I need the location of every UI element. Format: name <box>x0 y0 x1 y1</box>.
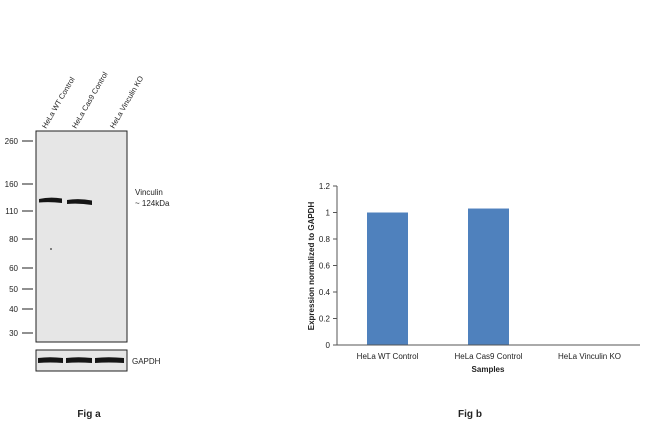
membrane-speck <box>50 248 52 250</box>
y-tick-label: 1.2 <box>319 182 331 191</box>
band-label-size: ~ 124kDa <box>135 199 170 208</box>
lane-label-3: HeLa Vinculin KO <box>108 74 145 130</box>
band-label-vinculin: Vinculin <box>135 188 163 197</box>
mw-label-50: 50 <box>9 285 18 294</box>
bar-1 <box>367 212 408 345</box>
x-tick-label-1: HeLa WT Control <box>357 352 419 361</box>
mw-label-80: 80 <box>9 235 18 244</box>
y-axis-ticks: 0 0.2 0.4 0.6 0.8 1 1.2 <box>319 182 337 350</box>
y-tick-label: 0.6 <box>319 262 331 271</box>
y-tick-label: 0.8 <box>319 235 331 244</box>
y-tick-label: 0.4 <box>319 288 331 297</box>
y-tick-label: 0.2 <box>319 315 331 324</box>
mw-markers: 260 160 110 80 60 50 40 30 <box>5 137 33 338</box>
bar-chart: 0 0.2 0.4 0.6 0.8 1 1.2 HeLa WT Control HeLa Ca… <box>307 182 640 420</box>
x-axis-label: Samples <box>472 365 505 374</box>
mw-label-30: 30 <box>9 329 18 338</box>
gapdh-band-lane-2 <box>66 357 92 363</box>
main-membrane <box>35 130 128 343</box>
y-axis-label: Expression normalized to GAPDH <box>307 202 316 331</box>
caption-fig-a: Fig a <box>77 409 101 420</box>
bars <box>367 208 509 345</box>
y-tick-label: 0 <box>326 341 331 350</box>
gapdh-band-lane-3 <box>95 357 124 363</box>
x-tick-label-2: HeLa Cas9 Control <box>454 352 522 361</box>
mw-label-40: 40 <box>9 305 18 314</box>
vinculin-band-lane-1 <box>39 197 62 203</box>
mw-label-110: 110 <box>5 207 18 216</box>
caption-fig-b: Fig b <box>458 409 482 420</box>
x-axis-ticks: HeLa WT Control HeLa Cas9 Control HeLa Vin… <box>357 352 621 361</box>
vinculin-band-lane-2 <box>67 199 92 205</box>
gapdh-bands <box>38 357 124 363</box>
y-tick-label: 1 <box>326 209 331 218</box>
gapdh-band-lane-1 <box>38 357 63 363</box>
gapdh-label: GAPDH <box>132 357 161 366</box>
mw-label-260: 260 <box>5 137 19 146</box>
mw-label-160: 160 <box>5 180 19 189</box>
mw-label-60: 60 <box>9 264 18 273</box>
x-tick-label-3: HeLa Vinculin KO <box>558 352 621 361</box>
lane-label-2: HeLa Cas9 Control <box>70 70 110 130</box>
bar-2 <box>468 208 509 345</box>
vinculin-bands <box>39 197 92 250</box>
